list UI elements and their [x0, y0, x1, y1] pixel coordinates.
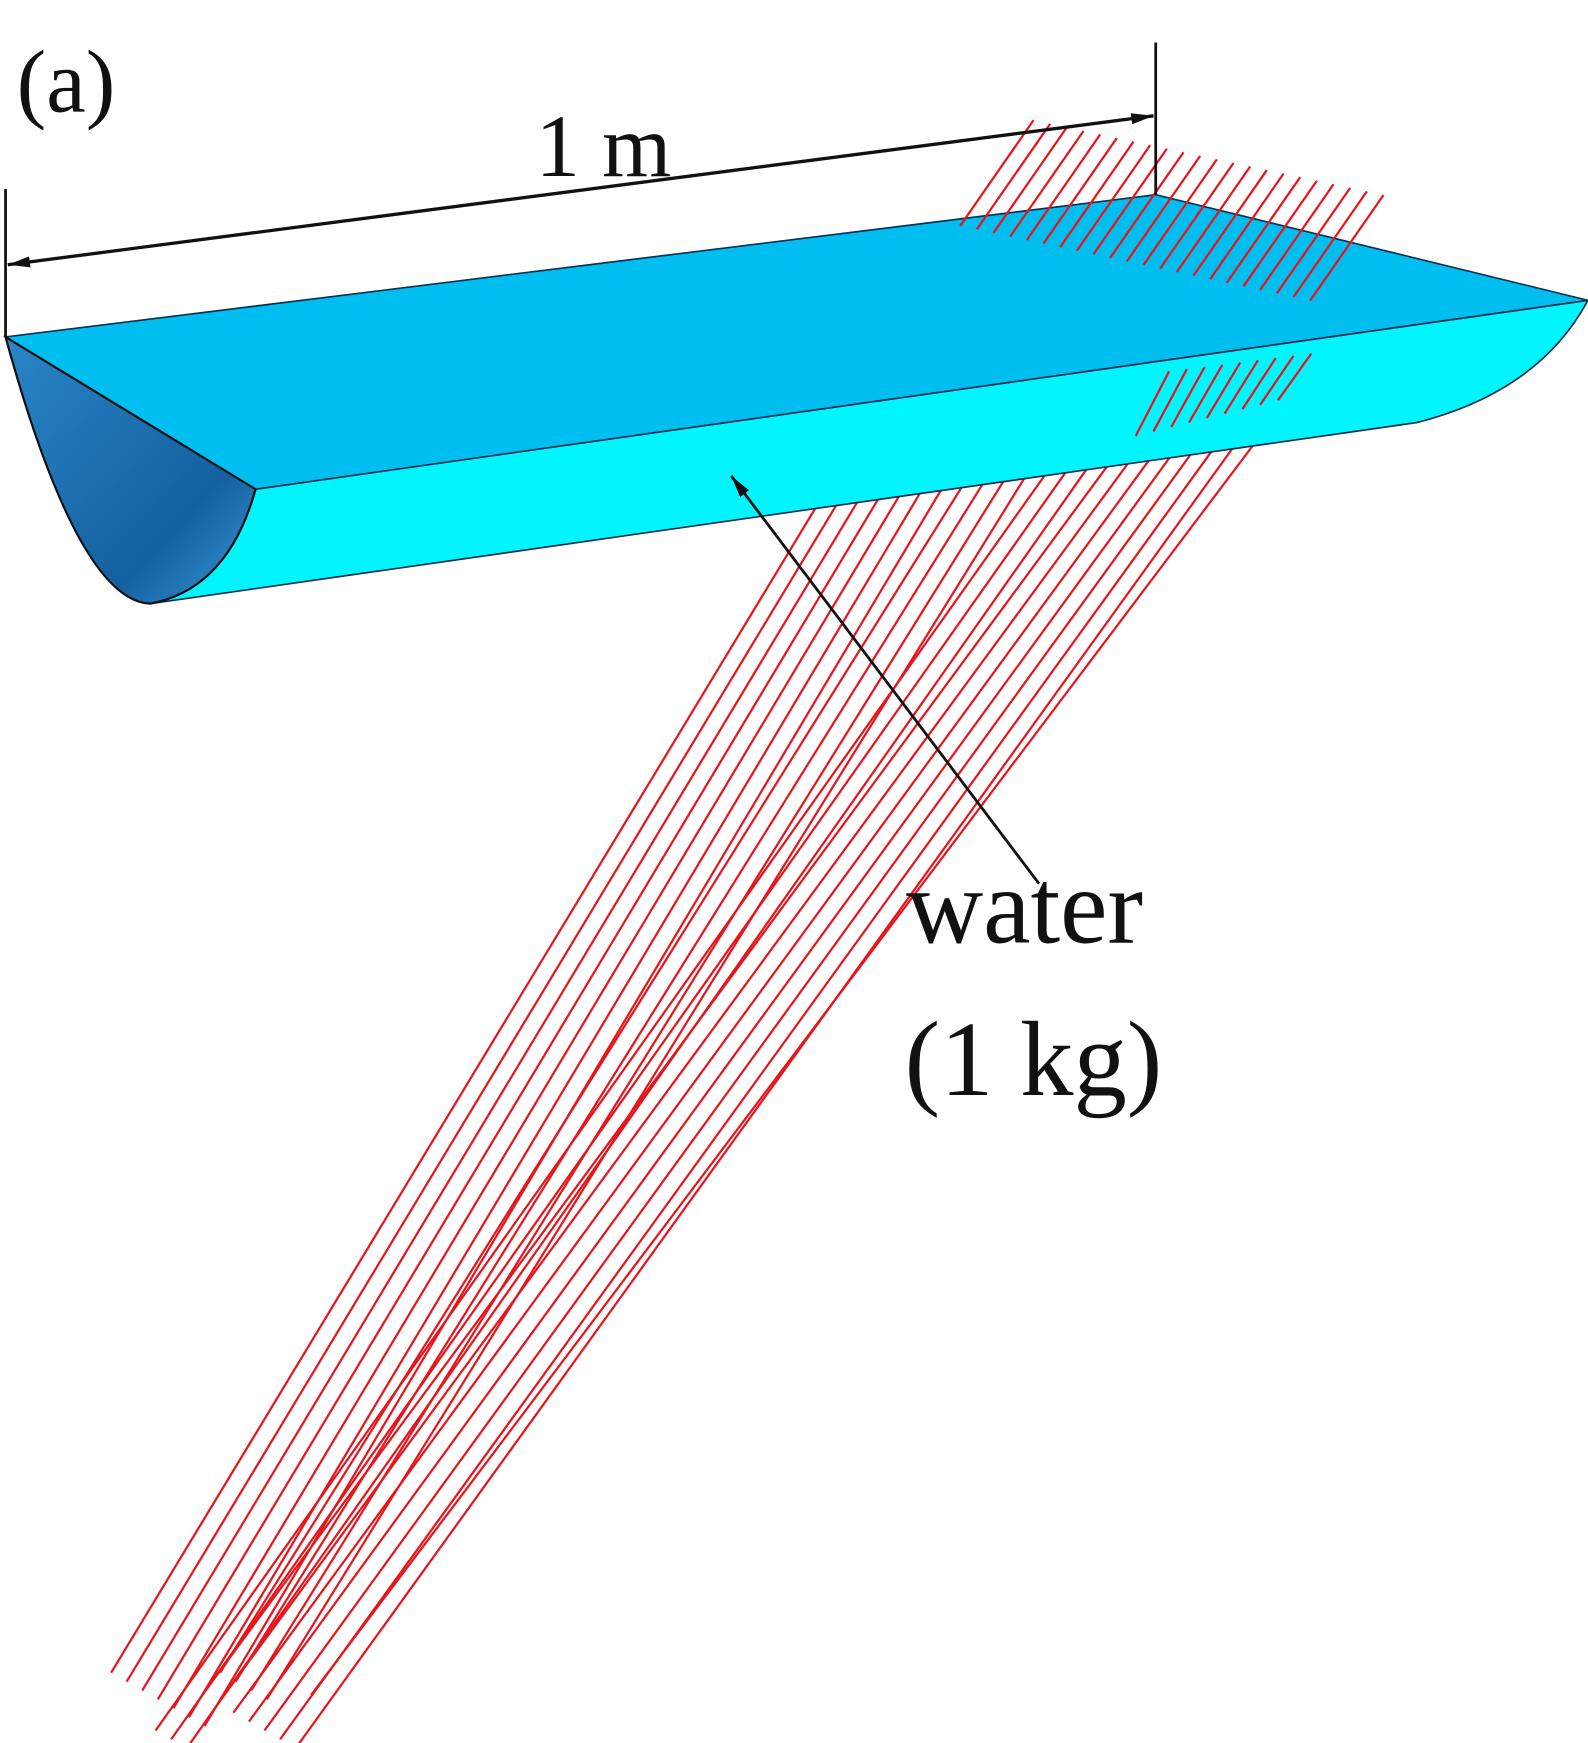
light-ray [158, 496, 880, 1700]
light-ray [111, 506, 817, 1673]
light-ray [236, 479, 986, 1681]
light-ray [127, 503, 838, 1682]
annotation-line1: water [906, 849, 1143, 967]
light-ray [142, 499, 859, 1690]
diagram: (a) 1 m water (1 kg) [0, 0, 1588, 1743]
page: (a) 1 m water (1 kg) (() => { const data… [0, 0, 1588, 1743]
panel-label: (a) [17, 33, 116, 131]
light-ray [220, 483, 965, 1673]
dimension-label: 1 m [536, 98, 672, 196]
light-ray [173, 493, 901, 1709]
light-ray [189, 489, 922, 1717]
annotation-line2: (1 kg) [905, 1001, 1163, 1119]
light-ray [251, 476, 1007, 1691]
